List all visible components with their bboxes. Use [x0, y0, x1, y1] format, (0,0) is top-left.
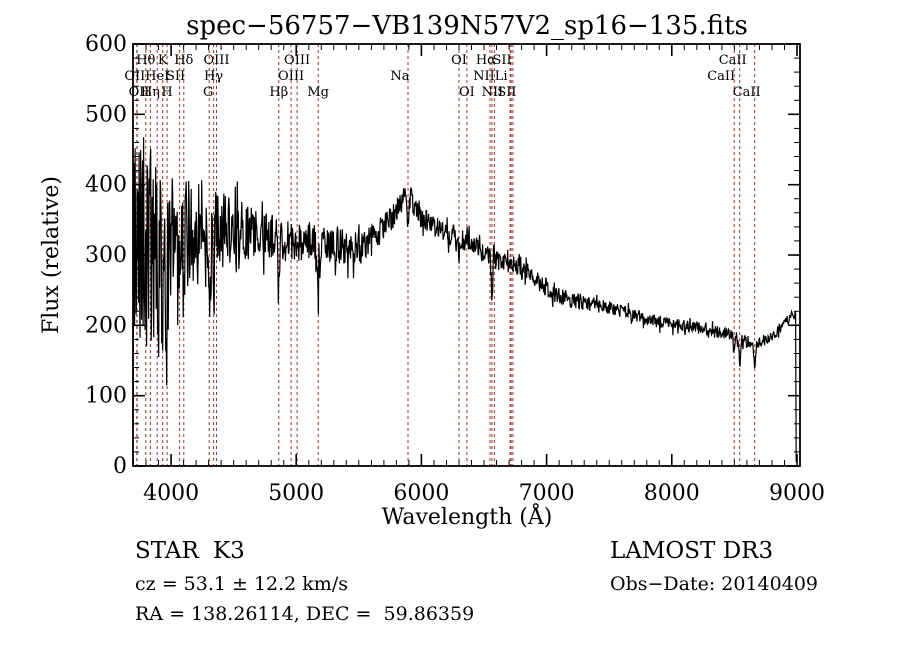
line-label-SII-6716: SII — [493, 53, 512, 68]
line-label-OII-3729: OII — [129, 85, 150, 100]
line-label-SII-6731: SII — [497, 85, 516, 100]
y-tick-label: 200 — [85, 313, 127, 338]
line-label-HeI-3889: HeI — [145, 69, 169, 84]
line-label-Mg-5175: Mg — [307, 85, 329, 100]
y-tick-label: 600 — [85, 32, 127, 57]
y-tick-label: 0 — [113, 454, 127, 479]
spectrum-path — [132, 137, 797, 462]
obs-date-text: Obs−Date: 20140409 — [610, 573, 818, 595]
line-label-Hβ-4861: Hβ — [269, 85, 288, 100]
spectrum-trace — [132, 137, 797, 462]
line-label-CaII-8542: CaII — [719, 53, 747, 68]
y-tick-label: 100 — [85, 384, 127, 409]
x-tick-label: 9000 — [769, 481, 825, 506]
y-tick-label: 500 — [85, 102, 127, 127]
x-tick-label: 4000 — [143, 481, 199, 506]
line-label-NII-6548: NII — [473, 69, 495, 84]
plot-title: spec−56757−VB139N57V2_sp16−135.fits — [186, 11, 748, 41]
line-label-K-3933: K — [158, 53, 168, 68]
survey-release-text: LAMOST DR3 — [610, 538, 773, 564]
y-axis-label: Flux (relative) — [39, 176, 64, 334]
line-label-OIII-5007: OIII — [284, 53, 310, 68]
y-tick-label: 400 — [85, 173, 127, 198]
line-label-OIII-4959: OIII — [278, 69, 304, 84]
line-label-SII-4068: SII — [166, 69, 185, 84]
line-label-NII-6583: NII — [482, 85, 504, 100]
line-label-OIII-4363: OIII — [203, 53, 229, 68]
ra-dec-text: RA = 138.26114, DEC = 59.86359 — [135, 603, 474, 625]
object-type-text: STAR — [135, 538, 199, 564]
x-tick-label: 6000 — [393, 481, 449, 506]
x-axis-label: Wavelength (Å) — [382, 502, 553, 530]
line-label-G-4305: G — [203, 85, 213, 100]
line-label-OII-3726: OII — [124, 69, 145, 84]
line-label-H-3968: H — [161, 85, 172, 100]
line-label-OI-6363: OI — [459, 85, 475, 100]
cz-velocity-text: cz = 53.1 ± 12.2 km/s — [135, 573, 348, 595]
x-tick-label: 8000 — [644, 481, 700, 506]
line-label-Hγ-4340: Hγ — [204, 69, 223, 84]
line-label-CaII-8498: CaII — [707, 69, 735, 84]
line-label-Li-6708: Li — [495, 69, 508, 84]
object-subclass-text: K3 — [213, 538, 245, 564]
line-label-Hθ-3798: Hθ — [136, 53, 155, 68]
spectral-line-labels: OIIOIIHθHηHeIKHSIIHδGHγOIIIHβOIIIOIIIMgN… — [124, 53, 760, 100]
line-label-CaII-8662: CaII — [733, 85, 761, 100]
y-tick-label: 300 — [85, 243, 127, 268]
line-label-Hα-6563: Hα — [476, 53, 496, 68]
line-label-Hδ-4102: Hδ — [174, 53, 193, 68]
line-label-OI-6300: OI — [451, 53, 467, 68]
axes-and-ticks: 4000 5000 6000 7000 8000 9000 0 100 200 300 400 500… — [85, 32, 825, 506]
x-tick-label: 5000 — [268, 481, 324, 506]
line-label-Hη-3835: Hη — [141, 85, 160, 100]
x-tick-label: 7000 — [519, 481, 575, 506]
line-label-Na-5893: Na — [390, 69, 409, 84]
